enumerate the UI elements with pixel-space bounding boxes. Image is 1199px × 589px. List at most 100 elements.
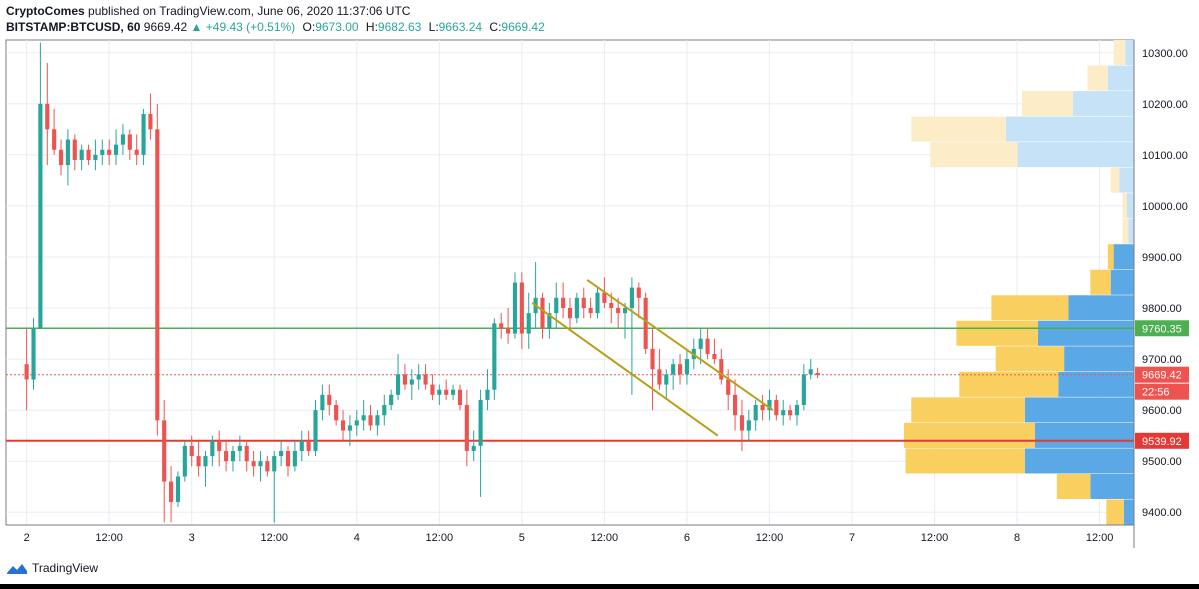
candle-body [38, 103, 43, 329]
volume-profile-up-bar [1035, 422, 1134, 448]
candle-body [588, 308, 593, 314]
candle-body [120, 134, 125, 145]
time-tick-label: 12:00 [756, 532, 784, 544]
candle-body [169, 481, 174, 503]
volume-profile-up-bar [1064, 346, 1134, 372]
volume-profile-up-bar [1058, 371, 1134, 397]
candle-body [739, 415, 745, 431]
candle-body [203, 456, 208, 467]
candle-body [815, 372, 820, 375]
time-tick-label: 6 [684, 532, 690, 544]
volume-profile-up-bar [1017, 142, 1134, 168]
time-tick-label: 3 [189, 532, 195, 544]
candles [24, 42, 820, 523]
candle-body [320, 394, 325, 411]
candle-body [299, 440, 304, 451]
price-tick-label: 9500.00 [1142, 456, 1182, 468]
candle-body [113, 144, 119, 155]
candle-body [24, 364, 29, 380]
candle-body [416, 374, 421, 380]
candle-body [430, 384, 435, 395]
candle-body [547, 313, 552, 329]
candle-body [437, 389, 442, 395]
time-tick-label: 12:00 [1086, 532, 1114, 544]
volume-profile-down-bar [1122, 218, 1129, 244]
price-tick-label: 9400.00 [1142, 507, 1182, 519]
candle-body [657, 369, 662, 385]
candle-body [567, 308, 573, 319]
candle-body [602, 292, 607, 303]
volume-profile-down-bar [1021, 91, 1073, 117]
candle-body [698, 338, 703, 349]
volume-profile-down-bar [911, 116, 1006, 142]
candle-body [395, 374, 401, 395]
time-tick-label: 12:00 [95, 532, 123, 544]
volume-profile-down-bar [911, 397, 1025, 423]
time-tick-label: 12:00 [921, 532, 949, 544]
candle-body [636, 287, 641, 298]
time-tick-label: 12:00 [591, 532, 619, 544]
price-tick-label: 10200.00 [1142, 99, 1188, 111]
candle-body [31, 328, 36, 380]
candle-body [664, 374, 669, 385]
candle-body [492, 323, 497, 390]
volume-profile-up-bar [1090, 473, 1134, 499]
candle-body [402, 374, 407, 385]
volume-profile-down-bar [905, 448, 1025, 474]
publisher-name[interactable]: CryptoComes [6, 4, 85, 18]
candle-body [155, 129, 160, 421]
time-tick-label: 2 [24, 532, 30, 544]
volume-profile-up-bar [1128, 218, 1134, 244]
candle-body [622, 308, 628, 314]
footer-brand[interactable]: TradingView [32, 561, 99, 575]
candle-body [650, 348, 655, 370]
open-label: O: [302, 20, 316, 34]
candle-body [595, 292, 600, 314]
candle-body [375, 415, 380, 426]
candle-body [629, 287, 634, 309]
volume-profile-up-bar [1068, 295, 1134, 321]
time-tick-label: 5 [519, 532, 525, 544]
candle-body [540, 297, 545, 329]
volume-profile-down-bar [1056, 473, 1091, 499]
last-price-label: 9669.42 [1142, 370, 1182, 382]
volume-profile-down-bar [1106, 499, 1124, 525]
countdown-label: 22:56 [1142, 387, 1170, 399]
candle-body [272, 456, 277, 472]
time-tick-label: 12:00 [260, 532, 288, 544]
chart-area[interactable]: 9400.00 9500.00 9600.00 9700.00 9800.00 9900.… [0, 38, 1199, 553]
candle-body [354, 420, 359, 426]
candle-body [609, 302, 614, 309]
candle-body [774, 399, 779, 416]
candle-body [251, 461, 256, 467]
candle-body [334, 405, 339, 421]
candle-body [224, 450, 229, 462]
volume-profile-down-bar [1107, 244, 1114, 270]
candle-body [499, 323, 504, 329]
volume-profile-down-bar [904, 422, 1036, 448]
open-value: 9673.00 [315, 20, 359, 34]
volume-profile-down-bar [1090, 269, 1111, 295]
candle-body [141, 114, 146, 155]
candle-body [65, 139, 70, 166]
volume-profile-up-bar [1024, 397, 1134, 423]
last-price-label-bg [1135, 366, 1189, 383]
candle-body [506, 328, 511, 334]
candle-body [210, 440, 215, 457]
tradingview-logo-icon[interactable] [6, 561, 28, 575]
symbol-label[interactable]: BITSTAMP:BTCUSD, 60 [6, 20, 141, 34]
price-axis: 9400.00 9500.00 9600.00 9700.00 9800.00 9900.… [1133, 40, 1189, 548]
candle-body [107, 149, 112, 155]
candle-body [292, 450, 297, 467]
candle-body [217, 440, 222, 451]
candle-body [719, 359, 724, 380]
candle-body [347, 425, 352, 431]
candle-body [162, 420, 167, 482]
candle-body [52, 129, 57, 150]
candle-body [471, 445, 476, 451]
candlestick-chart[interactable]: 9400.00 9500.00 9600.00 9700.00 9800.00 9900.… [0, 38, 1199, 553]
candle-body [794, 405, 800, 416]
volume-profile-up-bar [1005, 116, 1134, 142]
candle-body [423, 374, 428, 385]
candle-body [237, 445, 242, 451]
